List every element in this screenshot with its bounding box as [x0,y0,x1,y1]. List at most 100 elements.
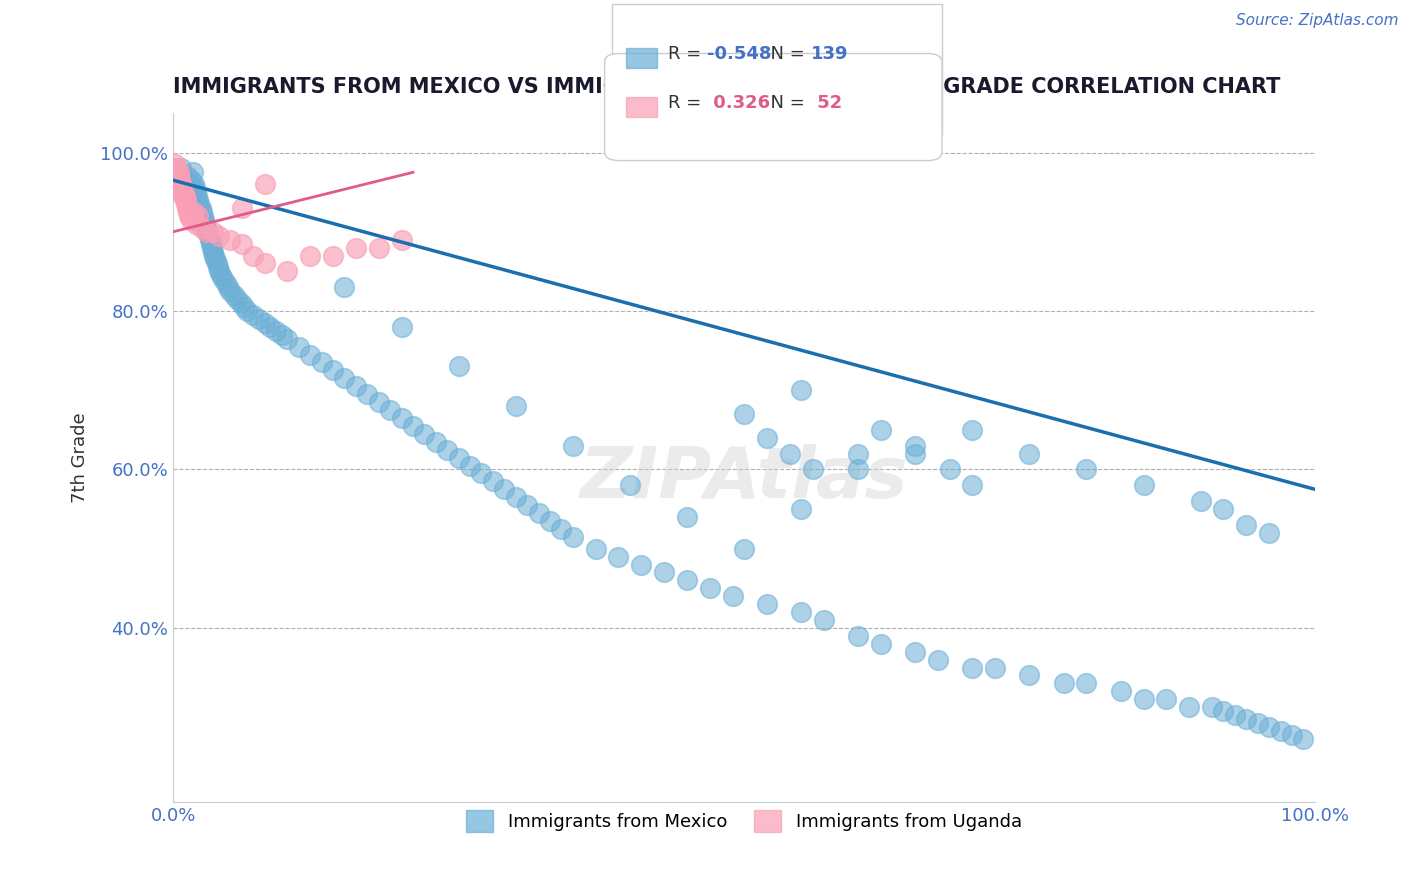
Point [219,233,242,247]
Point [173,178,195,192]
Text: R =: R = [668,94,707,112]
Point [167,169,190,184]
Point [174,193,197,207]
Point [169,173,191,187]
Point [174,197,197,211]
Point [177,205,200,219]
Point [1076,462,1098,476]
Point [561,439,583,453]
Point [209,268,232,283]
Point [187,209,209,223]
Point [447,450,470,465]
Point [219,284,242,298]
Point [229,296,252,310]
Point [458,458,481,473]
Point [1109,684,1132,698]
Point [962,478,984,492]
Point [202,225,225,239]
Point [1234,517,1257,532]
Point [391,233,413,247]
Y-axis label: 7th Grade: 7th Grade [72,412,89,503]
Point [194,217,217,231]
Point [299,248,322,262]
Point [173,193,195,207]
Point [242,248,264,262]
Point [276,332,298,346]
Point [190,220,212,235]
Point [561,530,583,544]
Point [904,645,927,659]
Point [264,324,287,338]
Point [165,165,187,179]
Point [205,256,228,270]
Point [166,178,188,192]
Point [166,169,188,184]
Point [176,201,198,215]
Point [801,462,824,476]
Point [173,189,195,203]
Point [179,181,201,195]
Point [270,327,292,342]
Point [550,522,572,536]
Point [870,637,893,651]
Point [470,467,492,481]
Point [197,228,219,243]
Point [846,462,869,476]
Point [253,316,276,330]
Point [170,181,193,195]
Point [165,169,187,184]
Point [177,178,200,192]
Point [163,161,186,176]
Point [1212,704,1234,718]
Point [676,574,699,588]
Point [172,185,194,199]
Point [527,506,550,520]
Point [215,277,238,291]
Point [299,347,322,361]
Point [733,407,755,421]
Point [904,439,927,453]
Point [322,248,344,262]
Point [197,225,219,239]
Point [962,660,984,674]
Point [413,426,436,441]
Legend: Immigrants from Mexico, Immigrants from Uganda: Immigrants from Mexico, Immigrants from … [457,801,1031,841]
Point [607,549,630,564]
Point [505,399,527,413]
Point [378,403,401,417]
Point [585,541,607,556]
Point [447,359,470,374]
Point [170,178,193,192]
Text: R =: R = [668,45,707,62]
Point [172,169,194,184]
Point [1156,692,1178,706]
Point [402,418,425,433]
Point [162,165,184,179]
Point [790,605,813,619]
Point [790,383,813,397]
Text: -0.548: -0.548 [707,45,772,62]
Point [1189,494,1212,508]
Point [197,225,219,239]
Text: N =: N = [759,94,811,112]
Point [190,201,212,215]
Point [207,260,229,275]
Point [166,173,188,187]
Text: 52: 52 [811,94,842,112]
Point [169,165,191,179]
Point [183,205,205,219]
Point [231,201,253,215]
Point [226,292,249,306]
Text: ZIPAtlas: ZIPAtlas [579,443,908,513]
Point [208,264,231,278]
Point [202,244,225,259]
Point [984,660,1007,674]
Point [166,165,188,179]
Point [904,447,927,461]
Point [222,288,245,302]
Point [204,252,226,267]
Point [938,462,960,476]
Point [436,442,458,457]
Point [1212,502,1234,516]
Point [193,212,215,227]
